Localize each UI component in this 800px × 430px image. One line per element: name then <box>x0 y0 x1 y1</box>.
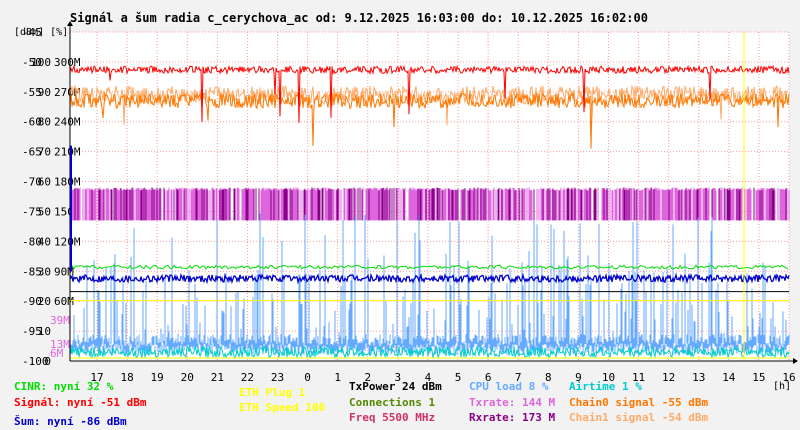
x-tick-label: 5 <box>455 371 462 384</box>
legend-rxrate: Rxrate: 173 M <box>469 411 556 424</box>
y-tick-rate: 210M <box>54 146 81 159</box>
y-tick-dbm: -95 <box>22 325 42 338</box>
x-tick-label: 17 <box>90 371 103 384</box>
y-tick-pct: 0 <box>44 355 51 368</box>
y-tick-pct: 80 <box>38 116 51 129</box>
x-axis-arrow <box>793 358 798 364</box>
x-tick-label: 14 <box>722 371 736 384</box>
y-tick-dbm: -50 <box>22 56 42 69</box>
x-tick-label: 7 <box>515 371 522 384</box>
x-tick-label: 19 <box>151 371 164 384</box>
legend-cpu-load: CPU load 8 % <box>469 380 549 393</box>
x-tick-label: 22 <box>241 371 254 384</box>
y-tick-pct: 90 <box>38 86 51 99</box>
y-tick-dbm: -85 <box>22 265 42 278</box>
x-tick-label: 10 <box>602 371 615 384</box>
chart-title: Signál a šum radia c_cerychova_ac od: 9.… <box>70 11 648 25</box>
cinr-series <box>69 264 789 270</box>
x-tick-label: 23 <box>271 371 284 384</box>
signal-series <box>69 64 790 123</box>
y-tick-dbm: -55 <box>22 86 42 99</box>
legend-txrate: Txrate: 144 M <box>469 396 556 409</box>
x-tick-label: 0 <box>304 371 311 384</box>
x-tick-label: 1 <box>334 371 341 384</box>
y-tick-dbm: -100 <box>22 355 49 368</box>
y-tick-rate: 60M <box>54 295 74 308</box>
airtime-series <box>69 344 790 360</box>
legend-eth-speed: ETH Speed 100 <box>239 401 326 414</box>
rate-label-extra: 6M <box>50 347 64 360</box>
y-tick-dbm: -65 <box>22 146 42 159</box>
y-axis-arrow <box>67 21 73 26</box>
legend-freq: Freq 5500 MHz <box>349 411 436 424</box>
y-tick-pct: 10 <box>38 325 51 338</box>
y-tick-rate: 300M <box>54 56 81 69</box>
x-tick-label: 11 <box>632 371 645 384</box>
y-tick-dbm: -75 <box>22 205 42 218</box>
y-tick-pct: 100 <box>31 56 51 69</box>
y-tick-dbm: -60 <box>22 116 42 129</box>
x-tick-label: 12 <box>662 371 675 384</box>
noise-series <box>69 272 790 285</box>
y-tick-pct: 70 <box>38 146 51 159</box>
y-tick-rate: 180M <box>54 176 81 189</box>
y-tick-pct: 50 <box>38 205 51 218</box>
legend-eth-plug: ETH Plug 1 <box>239 386 306 399</box>
x-tick-label: 8 <box>545 371 552 384</box>
y-tick-dbm: -45 <box>22 26 42 39</box>
x-tick-label: 18 <box>120 371 133 384</box>
x-tick-label: 15 <box>752 371 765 384</box>
y-tick-dbm: -70 <box>22 176 42 189</box>
x-tick-label: 2 <box>364 371 371 384</box>
legend-chain1: Chain1 signal -54 dBm <box>569 411 709 424</box>
y-tick-pct: 20 <box>38 295 51 308</box>
y-tick-rate: 270M <box>54 86 81 99</box>
x-axis-unit: [h] <box>773 381 792 392</box>
chain0-series <box>69 91 790 149</box>
y-tick-rate: 90M <box>54 265 74 278</box>
x-tick-label: 3 <box>395 371 402 384</box>
x-tick-label: 6 <box>485 371 492 384</box>
x-tick-label: 4 <box>425 371 432 384</box>
rate-label-extra: 13M <box>50 338 70 351</box>
legend-cinr: CINR: nyní 32 % <box>14 380 114 393</box>
y-tick-rate: 240M <box>54 116 81 129</box>
y-tick-pct: 30 <box>38 265 51 278</box>
legend-signal: Signál: nyní -51 dBm <box>14 396 147 409</box>
y-tick-dbm: -90 <box>22 295 42 308</box>
x-tick-label: 9 <box>575 371 582 384</box>
legend-connections: Connections 1 <box>349 396 436 409</box>
x-tick-label: 20 <box>181 371 194 384</box>
legend-airtime: Airtime 1 % <box>569 380 642 393</box>
legend-chain0: Chain0 signal -55 dBm <box>569 396 709 409</box>
y-tick-pct: 60 <box>38 176 51 189</box>
x-tick-label: 16 <box>782 371 795 384</box>
y-tick-rate: 120M <box>54 235 81 248</box>
x-tick-label: 21 <box>211 371 224 384</box>
legend-txpower: TxPower 24 dBm <box>349 380 442 393</box>
rate-label-extra: 39M <box>50 314 70 327</box>
y-axis-unit: [dBm] [%] <box>14 27 69 38</box>
y-tick-dbm: -80 <box>22 235 42 248</box>
x-tick-label: 13 <box>692 371 705 384</box>
legend-noise: Šum: nyní -86 dBm <box>14 415 127 428</box>
y-tick-pct: 40 <box>38 235 51 248</box>
